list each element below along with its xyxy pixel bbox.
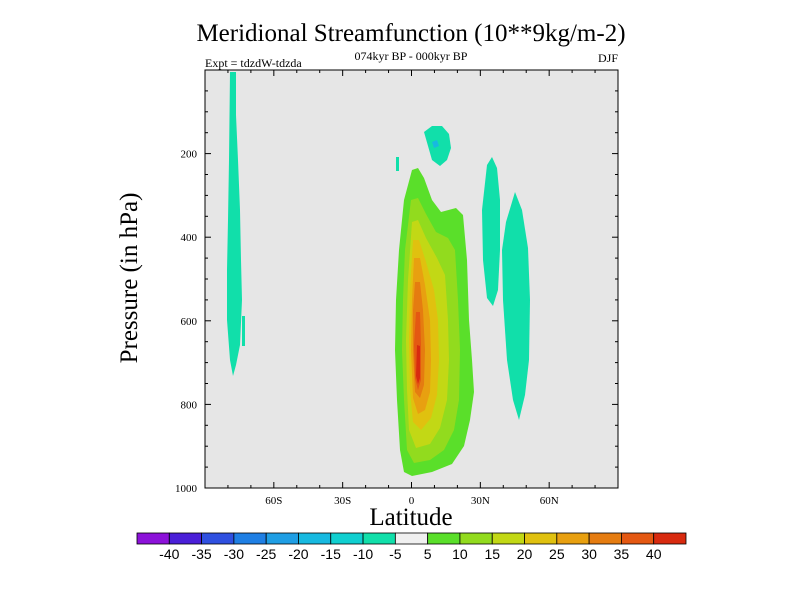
colorbar-label: 30: [581, 546, 597, 562]
colorbar-label: 40: [646, 546, 662, 562]
chart-title: Meridional Streamfunction (10**9kg/m-2): [196, 20, 625, 47]
colorbar-swatch: [168, 532, 202, 545]
colorbar-swatch: [588, 532, 622, 545]
x-tick-label: 0: [409, 495, 415, 507]
x-tick-label: 30N: [471, 495, 490, 507]
y-tick-label: 1000: [175, 483, 198, 495]
colorbar-label: 15: [484, 546, 500, 562]
season-label: DJF: [598, 51, 618, 65]
colorbar-label: 35: [614, 546, 630, 562]
contour-nh-subtropical-cell: [482, 157, 500, 306]
contour-hadley-40: [416, 345, 420, 384]
colorbar-label: 25: [549, 546, 565, 562]
experiment-label: Expt = tdzdW-tdzda: [205, 56, 302, 70]
x-tick-label: 60N: [540, 495, 559, 507]
colorbar-swatch: [201, 532, 235, 545]
colorbar-swatch: [298, 532, 332, 545]
y-axis-title: Pressure (in hPa): [116, 193, 143, 364]
y-tick-label: 600: [181, 316, 198, 328]
contour-fields: [227, 72, 530, 476]
colorbar-label: -30: [224, 546, 244, 562]
x-axis-title: Latitude: [369, 504, 452, 531]
colorbar: -40 -35 -30 -25 -20 -15 -10 -5 5 10 15 20 25 30 35 40: [136, 532, 687, 562]
x-tick-label: 30S: [334, 495, 351, 507]
colorbar-swatch: [136, 532, 170, 545]
contour-nh-midlatitude-cell: [502, 192, 530, 420]
colorbar-swatch: [491, 532, 525, 545]
colorbar-swatch: [330, 532, 364, 545]
colorbar-label: -10: [353, 546, 373, 562]
contour-equatorial-fleck: [396, 157, 399, 171]
colorbar-swatch: [362, 532, 396, 545]
colorbar-label: -20: [288, 546, 308, 562]
colorbar-label: -25: [256, 546, 276, 562]
colorbar-label: 5: [424, 546, 432, 562]
x-axis: 60S 30S 0 30N 60N: [227, 70, 596, 507]
colorbar-label: -40: [159, 546, 179, 562]
colorbar-swatch: [524, 532, 558, 545]
colorbar-label: -5: [389, 546, 402, 562]
contour-upper-cell-core: [432, 140, 439, 148]
y-axis: 200 400 600 800 1000: [175, 90, 618, 495]
y-tick-label: 200: [181, 149, 198, 161]
colorbar-swatch: [427, 532, 461, 545]
colorbar-swatch: [233, 532, 267, 545]
colorbar-swatch: [459, 532, 493, 545]
colorbar-swatch: [621, 532, 655, 545]
y-tick-label: 400: [181, 232, 198, 244]
x-tick-label: 60S: [265, 495, 282, 507]
y-tick-label: 800: [181, 399, 198, 411]
colorbar-swatch: [394, 532, 429, 545]
colorbar-label: 20: [517, 546, 533, 562]
colorbar-swatch: [556, 532, 590, 545]
colorbar-label: 10: [452, 546, 468, 562]
contour-sh-polar-fleck: [242, 316, 245, 346]
colorbar-label: -15: [321, 546, 341, 562]
chart-subtitle: 074kyr BP - 000kyr BP: [355, 49, 468, 63]
contour-sh-polar-cell: [227, 72, 242, 376]
colorbar-label: -35: [191, 546, 211, 562]
colorbar-swatch: [265, 532, 299, 545]
colorbar-swatch: [653, 532, 687, 545]
